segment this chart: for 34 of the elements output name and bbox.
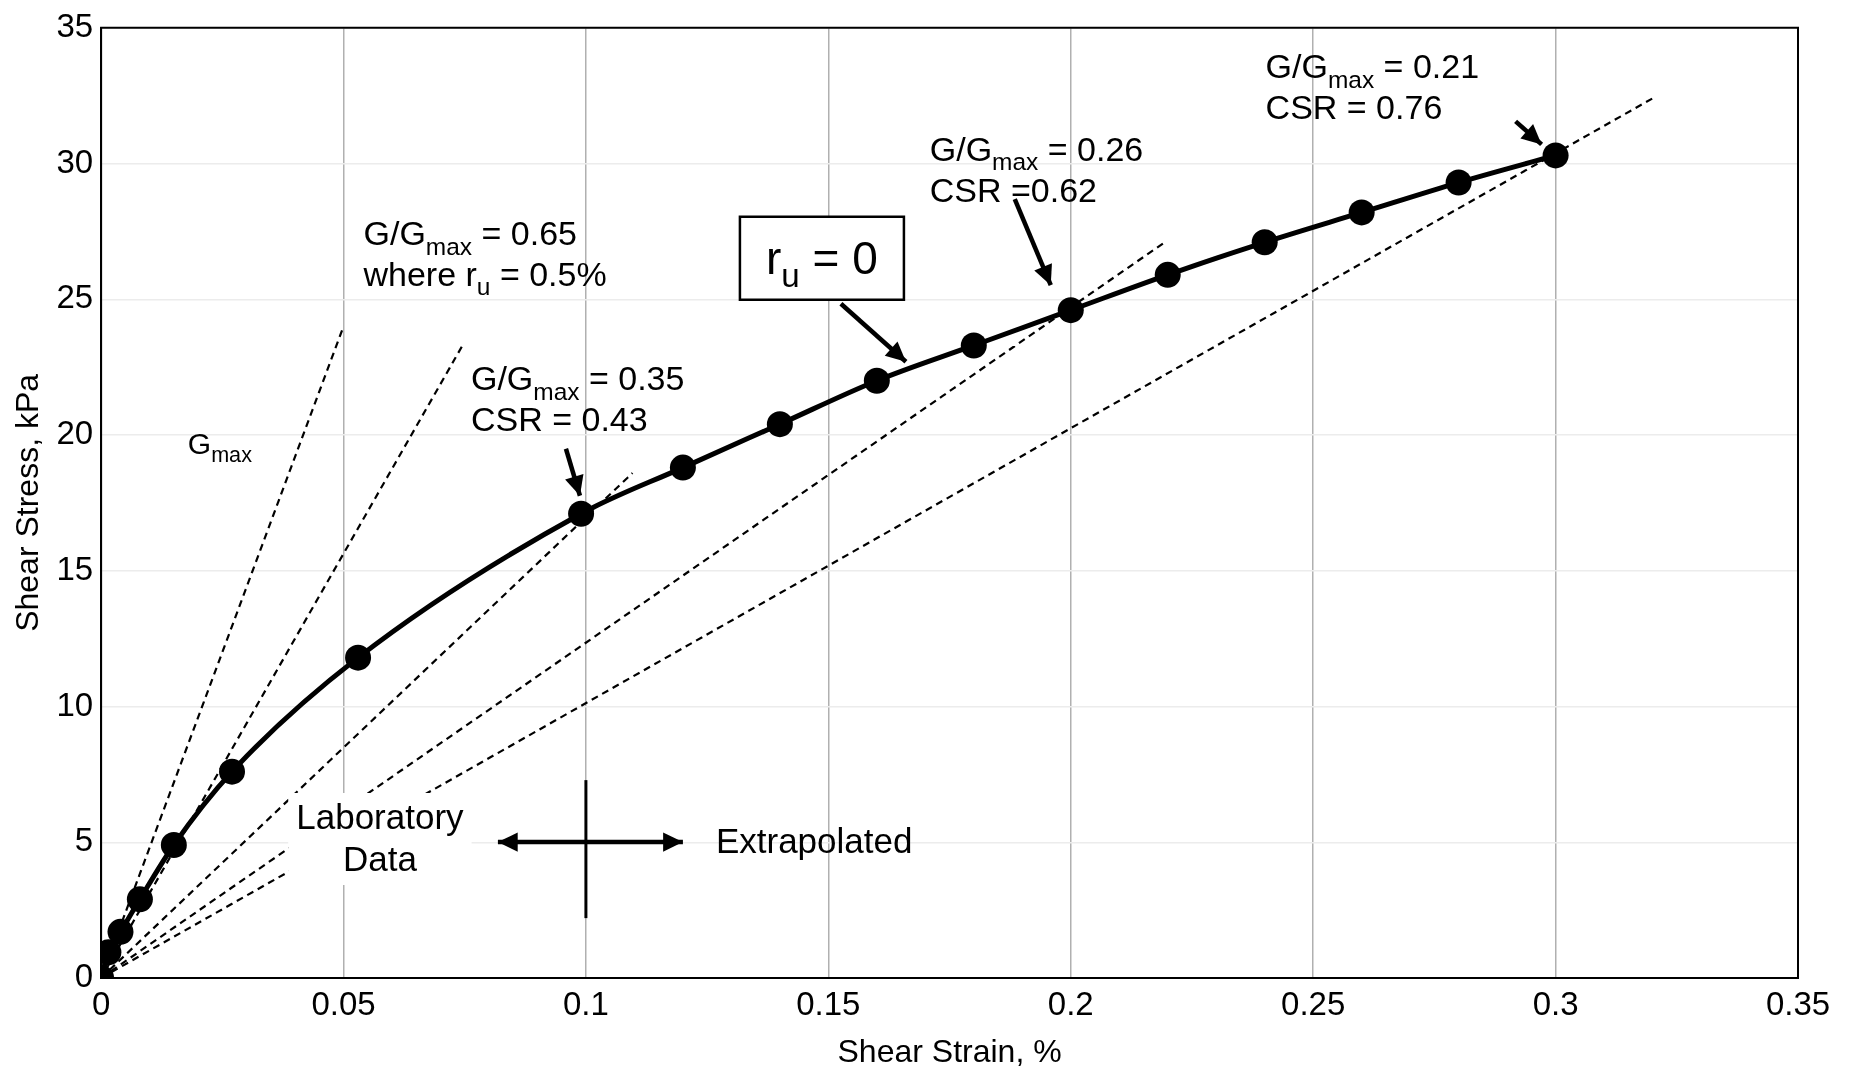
y-tick-label: 25 <box>56 278 94 316</box>
x-tick-label: 0.1 <box>563 984 609 1022</box>
y-tick-label: 5 <box>74 821 94 859</box>
y-tick-label: 30 <box>56 142 94 180</box>
point <box>1057 297 1084 324</box>
point <box>345 644 372 671</box>
point <box>1154 261 1181 288</box>
y-tick-label: 20 <box>56 414 94 452</box>
point <box>1348 199 1375 226</box>
point <box>960 332 987 359</box>
x-tick-label: 0.2 <box>1047 984 1094 1022</box>
point <box>568 500 595 527</box>
y-axis-title: Shear Stress, kPa <box>9 373 46 632</box>
y-tick-label: 35 <box>56 6 94 44</box>
annotation: Extrapolated <box>715 820 913 860</box>
x-tick-label: 0.25 <box>1281 984 1346 1022</box>
y-tick-label: 10 <box>56 685 94 723</box>
point <box>863 367 890 394</box>
x-tick-label: 0.05 <box>311 984 376 1022</box>
point <box>669 454 696 481</box>
x-axis-title: Shear Strain, % <box>837 1032 1062 1069</box>
point <box>219 758 246 785</box>
x-tick-label: 0.3 <box>1532 984 1579 1022</box>
y-tick-label: 15 <box>56 549 94 587</box>
point <box>126 886 153 913</box>
y-tick-label: 0 <box>74 957 94 995</box>
point <box>160 831 187 858</box>
x-tick-label: 0.35 <box>1765 984 1831 1022</box>
x-tick-label: 0.15 <box>796 984 861 1022</box>
point <box>1445 169 1472 196</box>
annotation: Laboratory Data <box>296 796 465 878</box>
point <box>766 411 793 438</box>
point <box>1251 229 1278 256</box>
point <box>1542 142 1569 169</box>
